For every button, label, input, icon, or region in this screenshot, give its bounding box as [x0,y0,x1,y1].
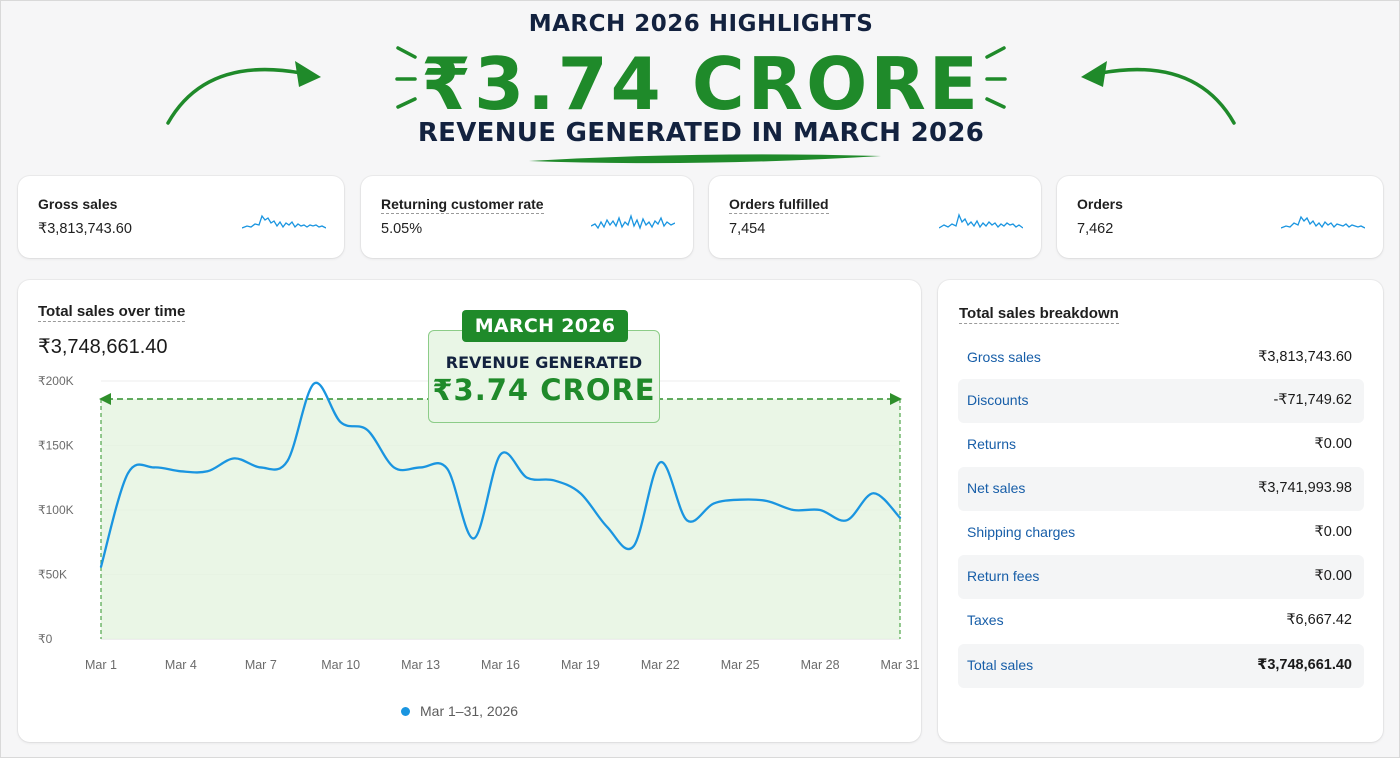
sparkline [591,213,675,230]
metric-title: Returning customer rate [381,196,544,214]
range-arrow-right-icon [890,393,902,405]
breakdown-value: ₹0.00 [1314,524,1352,540]
breakdown-value: ₹3,748,661.40 [1257,657,1352,673]
breakdown-row-return-fees: Return fees ₹0.00 [958,555,1364,599]
breakdown-value: ₹0.00 [1314,436,1352,452]
sales-line-chart[interactable]: ₹0 ₹50K ₹100K ₹150K ₹200K Mar 1 Mar 4 Mar 7 Mar … [18,280,921,742]
breakdown-link[interactable]: Return fees [967,568,1040,584]
breakdown-row-shipping: Shipping charges ₹0.00 [958,511,1364,555]
breakdown-link[interactable]: Taxes [967,612,1004,628]
sales-chart-card: Total sales over time ₹3,748,661.40 ₹0 ₹5… [18,280,921,742]
breakdown-row-gross-sales: Gross sales ₹3,813,743.60 [958,336,1364,380]
sparkline [242,214,326,229]
sales-series-line [99,381,902,568]
metric-value: 7,462 [1077,221,1114,237]
x-tick-label: Mar 22 [641,658,680,672]
x-tick-label: Mar 25 [721,658,760,672]
highlight-region [101,399,900,639]
y-tick-label: ₹150K [38,439,74,453]
breakdown-value: ₹0.00 [1314,568,1352,584]
metric-card-returning-rate[interactable]: Returning customer rate 5.05% [361,176,693,258]
metric-value: 5.05% [381,221,423,237]
y-tick-label: ₹200K [38,374,74,388]
breakdown-value: ₹3,813,743.60 [1258,349,1352,365]
hero-amount: ₹3.74 CRORE [421,42,981,126]
metric-value: ₹3,813,743.60 [38,221,132,237]
callout-value: ₹3.74 CRORE [432,373,656,407]
month-badge: MARCH 2026 [462,310,628,342]
hero-kicker: MARCH 2026 HIGHLIGHTS [528,11,874,37]
x-tick-label: Mar 10 [321,658,360,672]
breakdown-value: -₹71,749.62 [1273,392,1352,408]
hero-subtitle: REVENUE GENERATED IN MARCH 2026 [417,118,985,148]
breakdown-row-net-sales: Net sales ₹3,741,993.98 [958,467,1364,511]
legend-dot-icon [401,706,410,716]
sales-breakdown-card: Total sales breakdown Gross sales ₹3,813… [938,280,1383,742]
callout-label: REVENUE GENERATED [445,353,643,372]
x-tick-label: Mar 1 [85,658,117,672]
metric-title: Orders fulfilled [729,196,829,214]
chart-title: Total sales over time [38,303,186,322]
metric-card-orders[interactable]: Orders 7,462 [1057,176,1383,258]
sparkline [1281,215,1365,229]
brush-underline-icon [529,154,881,164]
sparkline [939,213,1023,229]
breakdown-link[interactable]: Shipping charges [967,524,1076,540]
x-tick-label: Mar 28 [801,658,840,672]
y-tick-label: ₹50K [38,568,67,582]
breakdown-row-total-sales: Total sales ₹3,748,661.40 [958,644,1364,688]
y-tick-label: ₹100K [38,503,74,517]
breakdown-title: Total sales breakdown [959,305,1119,324]
x-tick-label: Mar 16 [481,658,520,672]
breakdown-link[interactable]: Discounts [967,392,1029,408]
metric-card-orders-fulfilled[interactable]: Orders fulfilled 7,454 [709,176,1041,258]
breakdown-link[interactable]: Gross sales [967,349,1041,365]
legend-label: Mar 1–31, 2026 [420,703,519,719]
metric-card-gross-sales[interactable]: Gross sales ₹3,813,743.60 [18,176,344,258]
chart-total: ₹3,748,661.40 [38,336,168,358]
x-tick-label: Mar 31 [881,658,920,672]
x-tick-label: Mar 4 [165,658,197,672]
x-tick-label: Mar 13 [401,658,440,672]
revenue-callout: REVENUE GENERATED ₹3.74 CRORE [428,330,660,423]
metric-title: Orders [1077,196,1123,212]
breakdown-value: ₹6,667.42 [1286,612,1352,628]
breakdown-link[interactable]: Returns [967,436,1017,452]
range-arrow-left-icon [99,393,111,405]
breakdown-row-taxes: Taxes ₹6,667.42 [958,599,1364,643]
breakdown-row-returns: Returns ₹0.00 [958,423,1364,467]
breakdown-value: ₹3,741,993.98 [1258,480,1352,496]
breakdown-link[interactable]: Net sales [967,480,1026,496]
x-tick-label: Mar 7 [245,658,277,672]
breakdown-link[interactable]: Total sales [967,657,1034,673]
x-tick-label: Mar 19 [561,658,600,672]
breakdown-row-discounts: Discounts -₹71,749.62 [958,379,1364,423]
metric-title: Gross sales [38,196,118,212]
y-tick-label: ₹0 [38,632,53,646]
chart-legend[interactable]: Mar 1–31, 2026 [401,703,518,719]
metric-value: 7,454 [729,221,766,237]
